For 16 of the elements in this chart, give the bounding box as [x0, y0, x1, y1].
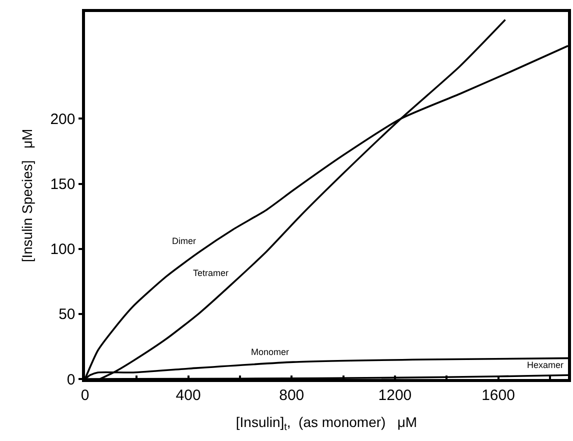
x-tick-label: 1200: [378, 386, 412, 404]
y-tick-label: 50: [58, 306, 76, 324]
annotation: Hexamer: [527, 360, 564, 370]
annotation: Dimer: [172, 236, 196, 246]
x-axis-title: [Insulin]$_{t}$, (as monomer) μM: [236, 414, 418, 433]
x-tick-label: 400: [176, 386, 201, 404]
x-tick-label: 800: [279, 386, 304, 404]
x-tick-label: 0: [80, 386, 90, 404]
y-tick-label: 0: [66, 371, 76, 388]
x-tick-label: 1600: [482, 386, 515, 404]
y-tick-label: 100: [50, 241, 76, 258]
y-tick-label: 200: [50, 110, 76, 128]
annotation: Tetramer: [193, 268, 229, 278]
annotation: Monomer: [251, 347, 290, 357]
y-axis-title: [Insulin Species] μM: [18, 128, 35, 262]
y-tick-label: 150: [50, 176, 76, 194]
